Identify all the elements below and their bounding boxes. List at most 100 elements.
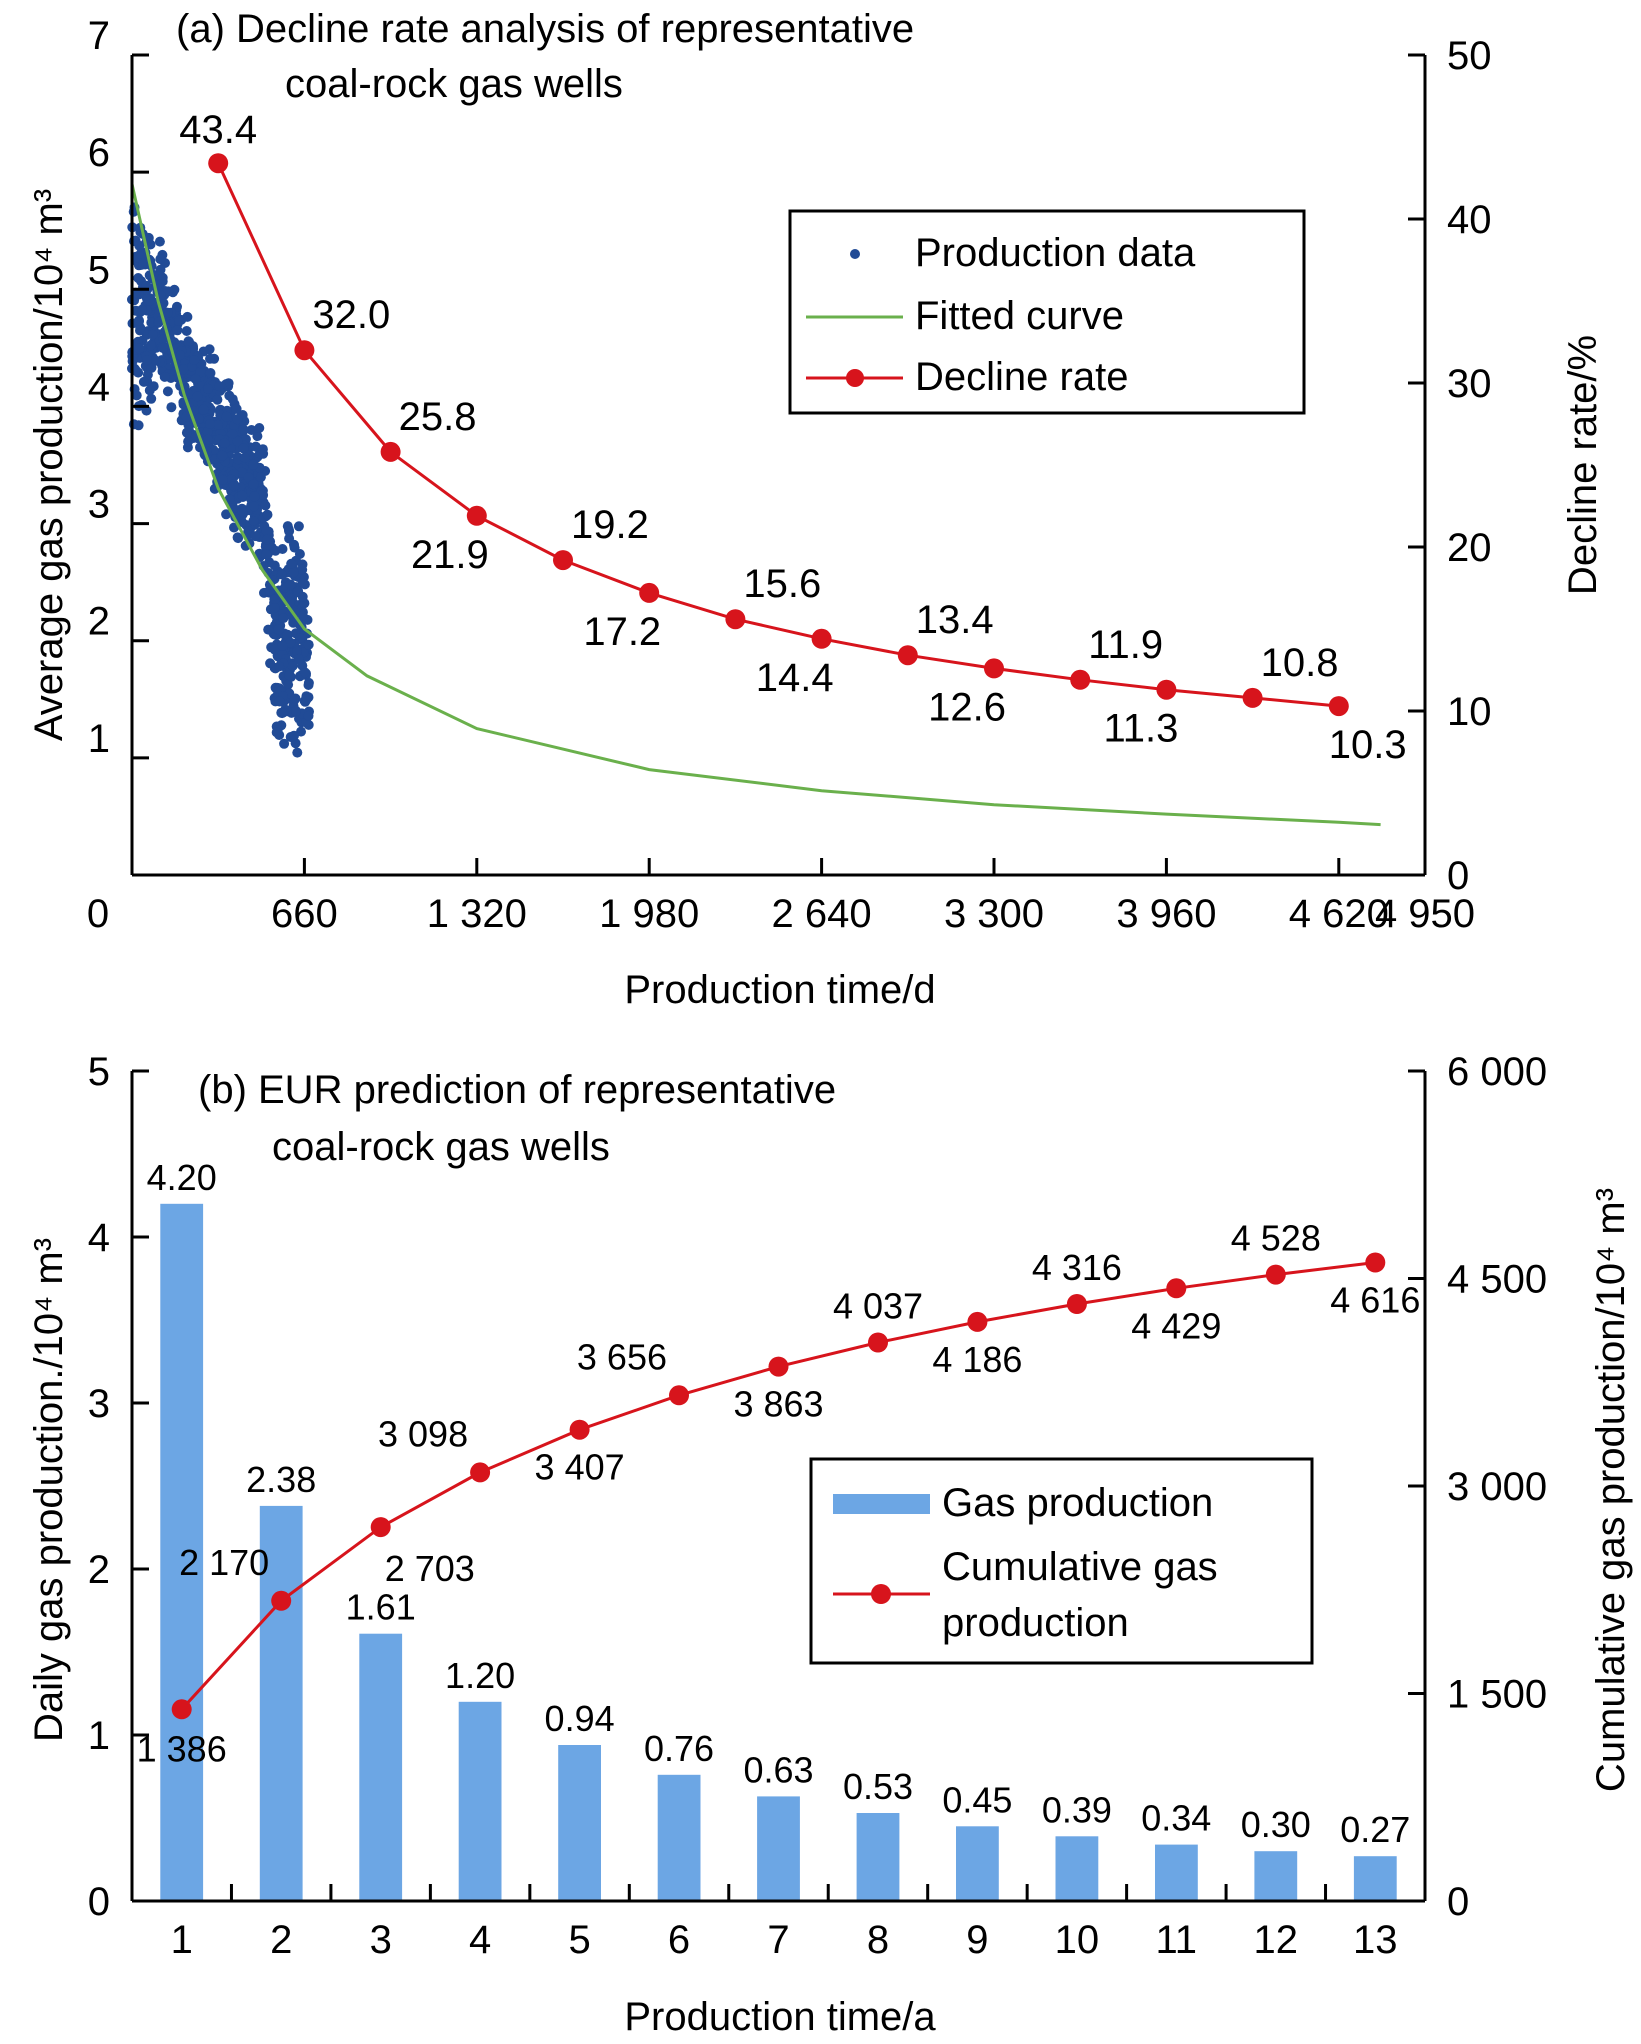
production-data-point: [150, 355, 161, 366]
production-data-point: [131, 390, 142, 401]
production-data-point: [138, 376, 149, 387]
gas-production-bar-label: 0.53: [843, 1766, 913, 1807]
production-data-point: [232, 532, 243, 543]
production-data-point: [227, 429, 238, 439]
cumulative-gas-point: [470, 1462, 491, 1483]
chart-b-title-line2: coal-rock gas wells: [272, 1125, 610, 1169]
chart-a-y2-tick-label: 30: [1447, 362, 1492, 406]
chart-b-y-tick-label: 0: [88, 1880, 110, 1924]
chart-a-x-tick-label: 3 960: [1116, 892, 1216, 936]
chart-b-y-tick-label: 1: [88, 1714, 110, 1758]
chart-b-y-tick-label: 5: [88, 1050, 110, 1094]
gas-production-bar-label: 0.39: [1042, 1789, 1112, 1830]
decline-rate-point: [553, 550, 573, 571]
chart-a-x-tick-label: 2 640: [772, 892, 872, 936]
production-data-point: [282, 521, 293, 532]
production-data-point: [278, 613, 289, 624]
chart-a-y-axis-label: Average gas production/10⁴ m³: [27, 189, 71, 741]
decline-rate-point: [897, 645, 918, 666]
production-data-point: [137, 304, 148, 315]
gas-production-bar: [160, 1203, 204, 1901]
chart-b-x-tick-label: 2: [270, 1918, 292, 1962]
production-data-point: [249, 491, 260, 502]
production-data-point: [181, 326, 192, 336]
chart-a-y-tick-label: 2: [88, 600, 110, 644]
production-data-point: [250, 531, 261, 542]
chart-b-y-axis-label: Daily gas production./10⁴ m³: [27, 1238, 71, 1742]
gas-production-bar-label: 0.45: [942, 1779, 1012, 1820]
gas-production-bar: [1155, 1844, 1198, 1901]
chart-a-title-line1: (a) Decline rate analysis of representat…: [176, 7, 914, 51]
production-data-point: [301, 694, 312, 705]
production-data-point: [269, 602, 280, 613]
chart-a-y2-tick-label: 10: [1447, 690, 1492, 734]
production-data-point: [283, 679, 294, 690]
gas-production-bar-label: 1.20: [445, 1655, 515, 1696]
production-data-point: [269, 560, 280, 571]
production-data-point: [178, 364, 189, 375]
decline-rate-data-label: 10.3: [1329, 723, 1407, 767]
production-data-point: [133, 420, 144, 431]
production-data-point: [290, 693, 301, 704]
gas-production-bar-label: 0.34: [1141, 1798, 1211, 1839]
gas-production-bar-label: 0.63: [743, 1749, 813, 1790]
production-data-point: [269, 644, 280, 655]
production-data-point: [141, 355, 152, 366]
production-data-point: [277, 708, 288, 719]
chart-a-x-axis-label: Production time/d: [624, 968, 935, 1012]
production-data-point: [243, 472, 254, 483]
production-data-point: [289, 730, 299, 741]
decline-rate-point: [1070, 669, 1091, 690]
chart-a-x-tick-label: 1 320: [427, 892, 527, 936]
decline-rate-line: [216, 162, 1339, 708]
chart-b-y-tick-label: 3: [88, 1382, 110, 1426]
cumulative-gas-point: [171, 1699, 192, 1720]
chart-a-y2-tick-label: 0: [1447, 854, 1469, 898]
chart-b-x-tick-label: 13: [1353, 1918, 1398, 1962]
production-data-point: [293, 521, 304, 532]
cumulative-gas-data-label: 4 616: [1330, 1280, 1420, 1321]
gas-production-bar-label: 2.38: [246, 1459, 316, 1500]
gas-production-bar-label: 0.76: [644, 1728, 714, 1769]
gas-production-bar: [359, 1633, 403, 1901]
production-data-point: [254, 423, 265, 433]
decline-rate-data-label: 43.4: [179, 108, 257, 152]
production-data-point: [205, 353, 215, 364]
gas-production-bar-label: 4.20: [147, 1157, 217, 1198]
chart-a-y-tick-label: 6: [88, 131, 110, 175]
production-data-point: [155, 264, 166, 275]
decline-rate-data-label: 10.8: [1261, 641, 1339, 685]
chart-b-y2-axis-label: Cumulative gas production/10⁴ m³: [1589, 1188, 1633, 1792]
chart-a-legend: Production data Fitted curve Decline rat…: [788, 209, 1306, 415]
decline-rate-point: [208, 153, 229, 174]
gas-production-bar: [1254, 1851, 1298, 1901]
gas-production-bar-label: 0.30: [1241, 1804, 1311, 1845]
gas-production-bar: [458, 1701, 502, 1901]
production-data-point: [203, 434, 213, 445]
production-data-point: [203, 383, 214, 394]
production-data-point: [232, 414, 243, 425]
chart-b-x-tick-label: 11: [1156, 1918, 1198, 1962]
production-data-point: [293, 654, 304, 665]
production-data-point: [299, 667, 310, 678]
chart-a-y2-tick-label: 20: [1447, 526, 1492, 570]
production-data-point: [175, 350, 185, 361]
production-data-point: [248, 459, 259, 470]
decline-rate-point: [1156, 679, 1177, 700]
chart-a-title-line2: coal-rock gas wells: [285, 62, 623, 106]
cumulative-gas-data-label: 4 429: [1131, 1305, 1221, 1346]
production-data-point: [274, 661, 285, 672]
cumulative-gas-data-label: 4 528: [1231, 1218, 1321, 1259]
production-data-point: [162, 386, 173, 397]
production-data-point: [292, 646, 302, 657]
production-data-point: [146, 340, 156, 351]
legend-decline-rate-label: Decline rate: [915, 355, 1128, 399]
production-data-point: [265, 658, 276, 669]
production-data-point: [238, 443, 249, 454]
chart-a-plot-area: 43.4 32.0 25.8 21.9 19.2 17.2 15.6 14.4 13.4 12.6…: [127, 108, 1407, 827]
production-data-point: [213, 419, 224, 430]
production-data-point: [248, 515, 259, 526]
decline-rate-data-label: 17.2: [583, 610, 661, 654]
decline-rate-data-label: 14.4: [756, 656, 834, 700]
